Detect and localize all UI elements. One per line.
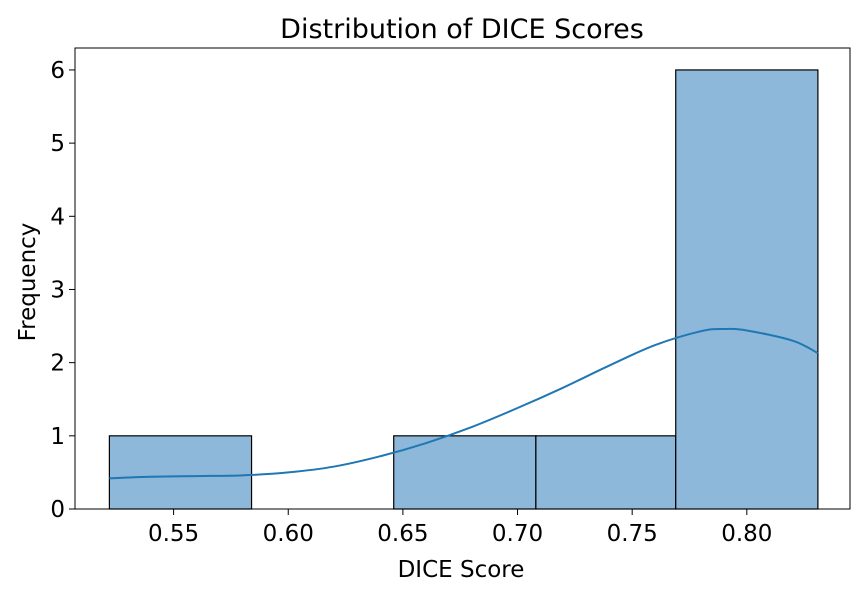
x-tick-label: 0.70	[492, 521, 543, 547]
histogram-bar-2	[393, 435, 537, 510]
y-tick-label: 4	[50, 204, 65, 230]
x-tick-label: 0.65	[377, 521, 428, 547]
x-tick-label: 0.55	[148, 521, 199, 547]
histogram-bar-0	[108, 435, 253, 510]
y-tick-label: 6	[50, 58, 65, 84]
chart-title: Distribution of DICE Scores	[280, 14, 644, 45]
x-axis-label: DICE Score	[398, 557, 525, 583]
plot-area	[108, 69, 819, 510]
histogram-bar-3	[535, 435, 677, 510]
y-tick-label: 0	[50, 497, 65, 523]
y-axis-label: Frequency	[15, 223, 41, 342]
y-tick-label: 2	[50, 351, 65, 377]
y-tick-label: 5	[50, 131, 65, 157]
x-tick-label: 0.80	[721, 521, 772, 547]
y-tick-label: 1	[50, 424, 65, 450]
axes: 0.55 0.60 0.65 0.70 0.75 0.80 0 1 2 3 4 5 6	[50, 47, 851, 547]
y-tick-label: 3	[50, 277, 65, 303]
plot-frame	[74, 47, 851, 510]
histogram-bar-4	[675, 69, 819, 510]
x-tick-label: 0.60	[263, 521, 314, 547]
x-tick-label: 0.75	[607, 521, 658, 547]
kde-curve	[109, 327, 819, 480]
